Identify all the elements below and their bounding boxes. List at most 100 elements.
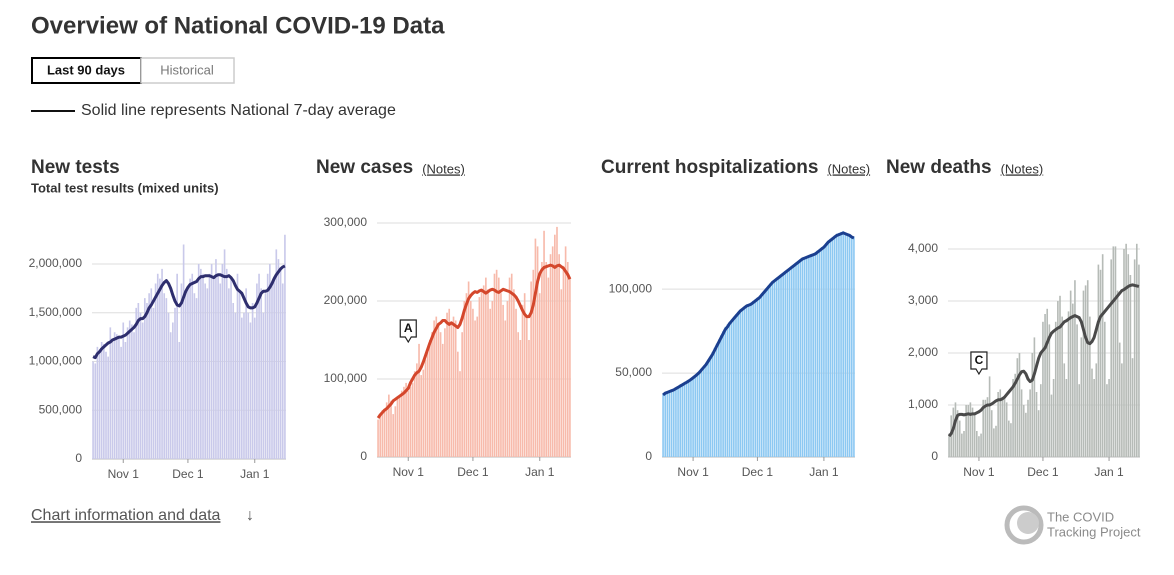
bar [94, 363, 97, 459]
bar [793, 264, 795, 457]
notes-link[interactable]: (Notes) [827, 161, 870, 176]
bar [1035, 392, 1038, 457]
bar [784, 271, 787, 457]
x-tick-label: Dec 1 [742, 465, 774, 479]
logo-icon [1004, 505, 1044, 545]
bar [963, 431, 965, 457]
bar [215, 259, 217, 459]
bar [454, 320, 457, 457]
bar [554, 234, 556, 457]
bar [1135, 243, 1138, 457]
bar [1133, 259, 1136, 457]
bar [457, 351, 459, 457]
bar [381, 410, 384, 457]
x-tick-label: Nov 1 [963, 465, 995, 479]
bar [846, 233, 849, 457]
link-arrow[interactable]: ↓ [246, 507, 254, 524]
bar [780, 274, 782, 457]
bar [1059, 295, 1061, 457]
bar [1080, 337, 1083, 457]
bar [269, 264, 271, 459]
bar [718, 339, 720, 457]
bar [249, 322, 252, 459]
bar [284, 234, 286, 459]
annotation-label: C [975, 353, 984, 367]
bar [139, 312, 142, 459]
bar [967, 405, 970, 457]
bar [690, 378, 692, 457]
bar [502, 304, 504, 457]
bar [1116, 290, 1119, 457]
bar [823, 245, 825, 457]
bar [1095, 363, 1098, 457]
bar [1076, 324, 1078, 457]
bar [745, 305, 748, 457]
bar [195, 298, 198, 459]
x-tick-label: Nov 1 [677, 465, 709, 479]
bar [705, 363, 707, 457]
bar [169, 332, 172, 459]
tab-active[interactable] [31, 57, 142, 84]
bar [234, 312, 237, 459]
notes-link[interactable]: (Notes) [1001, 161, 1044, 176]
bar [480, 289, 483, 457]
x-tick-label: Dec 1 [1027, 465, 1059, 479]
bar [1046, 308, 1049, 457]
annotation-box [399, 319, 417, 344]
bar [797, 261, 799, 457]
bar [1121, 363, 1123, 457]
notes-link[interactable]: (Notes) [422, 161, 465, 176]
bar [219, 283, 222, 459]
logo-icon [1017, 512, 1039, 534]
bar [98, 349, 101, 459]
y-tick-label: 50,000 [615, 365, 652, 379]
bar [96, 346, 99, 459]
bar [1089, 316, 1091, 457]
bar [377, 419, 379, 457]
bar [428, 340, 431, 457]
bar [752, 300, 754, 457]
tab[interactable] [140, 57, 235, 84]
average-line [376, 263, 572, 419]
info-link[interactable]: Chart information and data [31, 507, 221, 524]
x-tick-label: Dec 1 [457, 465, 489, 479]
bar [120, 346, 122, 459]
bar [212, 278, 215, 459]
bar [115, 334, 118, 459]
bar [760, 293, 763, 457]
bar [424, 359, 427, 457]
bar [141, 322, 144, 459]
bar [437, 324, 440, 457]
bar [720, 335, 722, 457]
bar [1003, 397, 1006, 457]
bar [1131, 358, 1134, 457]
chart-title: New tests [31, 157, 120, 178]
bar [465, 293, 468, 457]
bar [765, 288, 767, 457]
bar [664, 393, 667, 457]
bar [551, 246, 554, 457]
tab-label[interactable]: Historical [160, 62, 214, 77]
bar [495, 269, 498, 457]
bar [728, 321, 731, 457]
y-tick-label: 100,000 [324, 371, 368, 385]
bar [1052, 379, 1055, 457]
bar [778, 276, 780, 457]
bar [969, 402, 972, 457]
bar [238, 293, 241, 459]
bar [515, 308, 517, 457]
bar [446, 312, 448, 457]
x-tick-label: Dec 1 [172, 467, 204, 481]
bar [853, 237, 855, 457]
tab-label[interactable]: Last 90 days [47, 62, 125, 77]
logo-text: Tracking Project [1047, 524, 1141, 539]
bar [530, 281, 532, 457]
bar [187, 288, 189, 459]
bar [124, 342, 127, 459]
bar [1010, 423, 1012, 457]
bar [200, 268, 202, 459]
bar [980, 433, 982, 457]
bar [569, 277, 571, 457]
bar [407, 390, 410, 457]
bar [1007, 420, 1010, 457]
